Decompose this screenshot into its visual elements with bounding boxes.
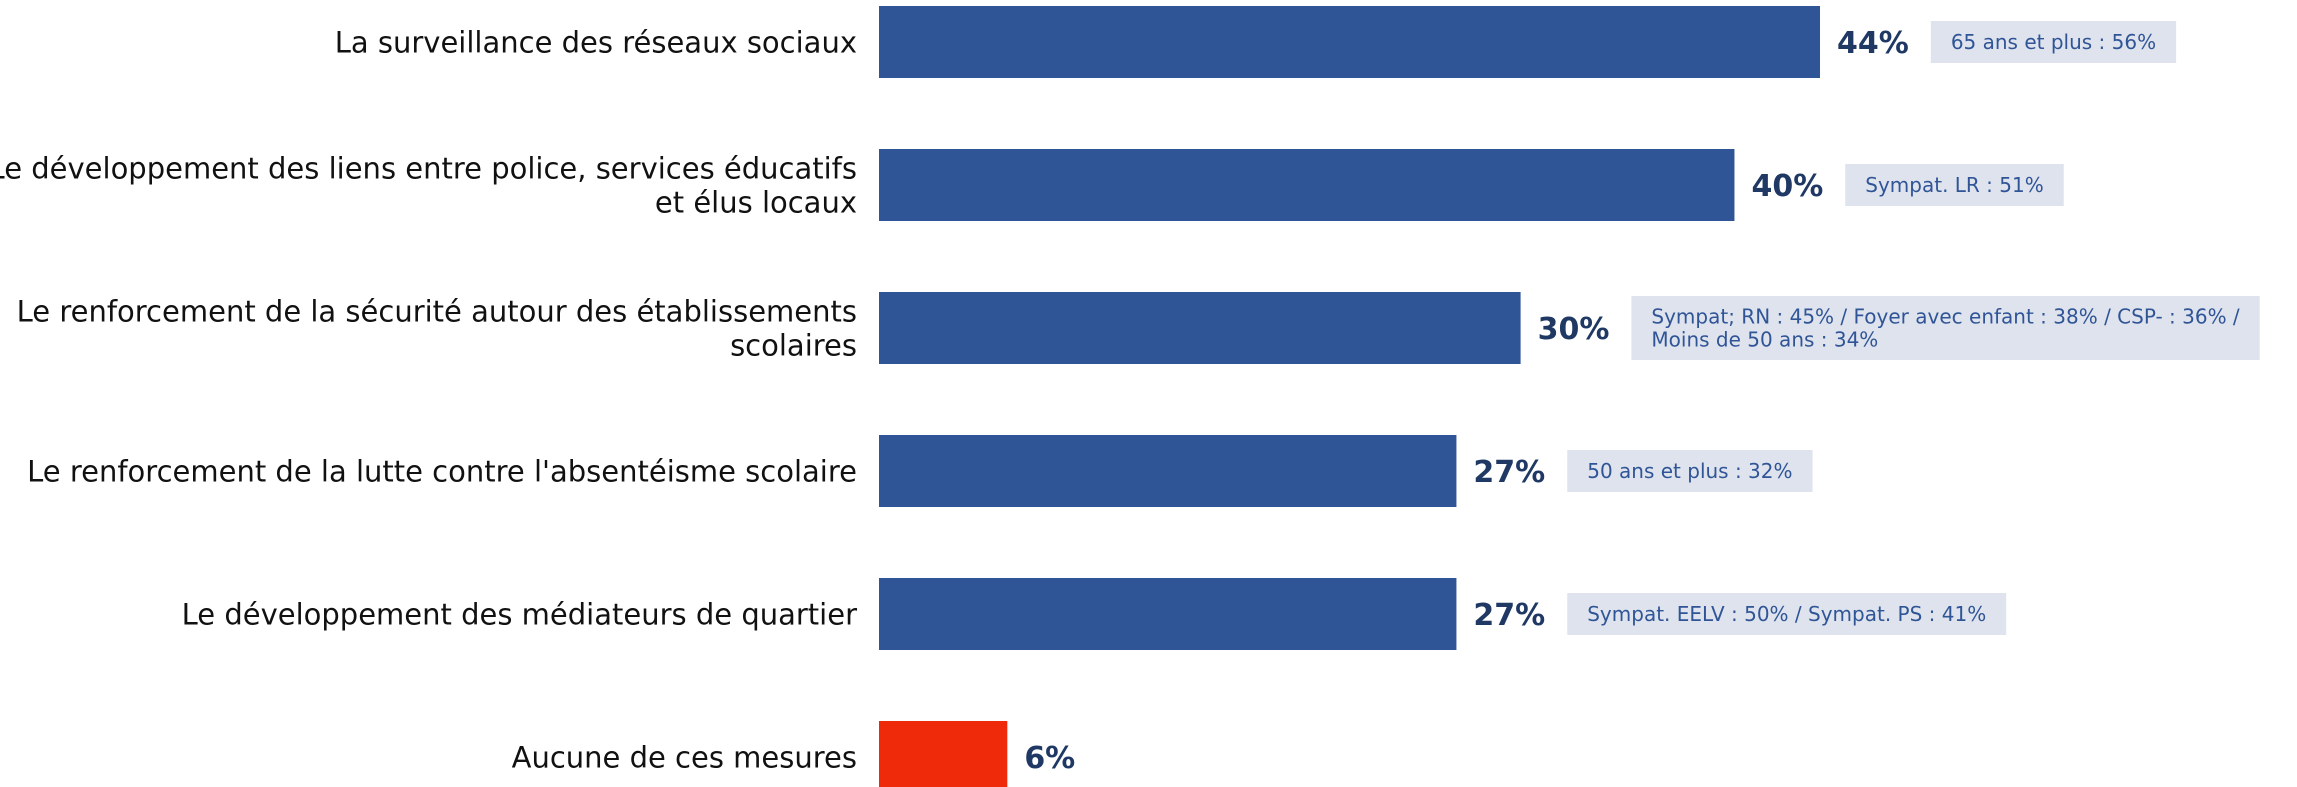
data-label: 27% — [1473, 598, 1545, 633]
annotation-box — [1567, 450, 1813, 492]
annotation-text: Sympat. EELV : 50% / Sympat. PS : 41% — [1587, 602, 1986, 626]
bar-1 — [879, 6, 1820, 78]
category-label: Le développement des liens entre police,… — [0, 151, 857, 185]
category-label: Aucune de ces mesures — [512, 740, 857, 774]
annotation-box — [1631, 296, 2260, 360]
category-label: Le développement des médiateurs de quart… — [182, 597, 857, 631]
annotation-box — [1930, 21, 2177, 63]
annotation-text: Sympat; RN : 45% / Foyer avec enfant : 3… — [1651, 305, 2240, 329]
annotation-text: Sympat. LR : 51% — [1865, 173, 2043, 197]
annotation-box — [1567, 593, 2007, 635]
annotation-text: 65 ans et plus : 56% — [1951, 30, 2156, 54]
annotation-text: 50 ans et plus : 32% — [1587, 459, 1792, 483]
data-label: 30% — [1538, 312, 1610, 347]
bar-2 — [879, 149, 1735, 221]
category-label: Le renforcement de la sécurité autour de… — [17, 294, 857, 328]
data-label: 44% — [1837, 26, 1909, 61]
category-label: scolaires — [730, 328, 857, 362]
category-label: Le renforcement de la lutte contre l'abs… — [27, 454, 857, 488]
category-label: et élus locaux — [655, 185, 857, 219]
bar-6 — [879, 721, 1008, 787]
annotation-box — [1845, 164, 2064, 206]
data-label: 40% — [1751, 169, 1823, 204]
category-label: La surveillance des réseaux sociaux — [335, 25, 857, 59]
bar-5 — [879, 578, 1457, 650]
annotation-text: Moins de 50 ans : 34% — [1651, 328, 1878, 352]
bar-4 — [879, 435, 1457, 507]
data-label: 6% — [1024, 741, 1075, 776]
bar-3 — [879, 292, 1521, 364]
data-label: 27% — [1473, 455, 1545, 490]
